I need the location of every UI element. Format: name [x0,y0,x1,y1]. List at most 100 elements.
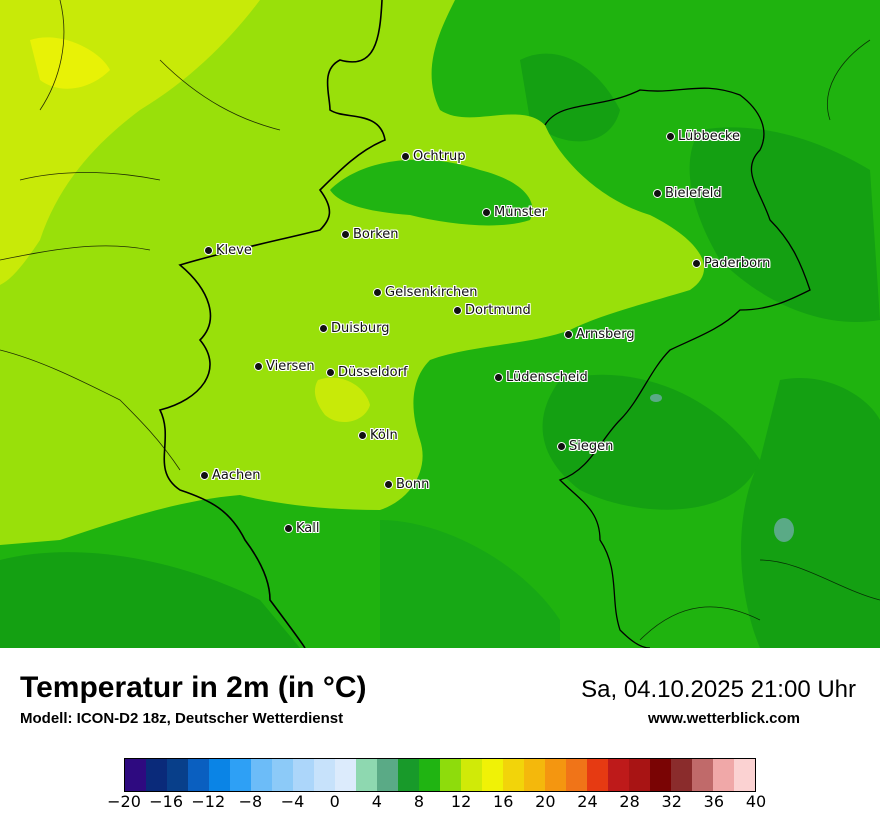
map-canvas [0,0,880,648]
city-dot-icon [254,361,263,371]
legend-swatch [272,759,293,791]
map-patch-deep-green [520,53,620,142]
legend-tick-label: −8 [238,792,263,811]
city-marker-borken[interactable]: Borken [341,224,399,244]
legend-swatch [377,759,398,791]
city-label: Paderborn [704,255,771,271]
legend-tick-labels: −20 −16 −12 −8 −4 0 4 8 12 16 20 24 28 32 36 40 [107,792,766,814]
city-marker-siegen[interactable]: Siegen [557,436,613,456]
city-dot-icon [557,441,566,451]
legend-swatch [713,759,734,791]
city-marker-dortmund[interactable]: Dortmund [453,300,531,320]
legend-tick-label: 0 [329,792,340,811]
legend-swatch [461,759,482,791]
city-label: Kall [296,520,320,536]
city-marker-luebbecke[interactable]: Lübbecke [666,126,740,146]
model-source: Modell: ICON-D2 18z, Deutscher Wetterdie… [20,710,344,727]
city-marker-kleve[interactable]: Kleve [204,240,252,260]
map-patch-green [330,159,533,226]
map-region-light-green [0,0,705,545]
map-patch-deep-green [380,520,560,648]
map-patch-cold [650,394,662,402]
city-dot-icon [284,523,293,533]
map-patch-cold [774,518,794,542]
city-label: Lüdenscheid [506,369,588,385]
legend-swatch [230,759,251,791]
map-patch-yellow-green [314,377,370,423]
city-marker-paderborn[interactable]: Paderborn [692,253,770,273]
legend-swatch [146,759,167,791]
city-marker-muenster[interactable]: Münster [482,202,547,222]
legend-tick-label: −20 [107,792,141,811]
city-marker-luedenscheid[interactable]: Lüdenscheid [494,367,588,387]
city-dot-icon [482,207,491,217]
map-patch-deep-green [741,378,880,648]
legend-color-bar [124,758,756,792]
legend-swatch [692,759,713,791]
map-patch-deep-green [542,374,760,510]
city-marker-kall[interactable]: Kall [284,518,320,538]
city-label: Borken [353,226,399,242]
city-marker-viersen[interactable]: Viersen [254,356,315,376]
city-label: Münster [494,204,547,220]
city-dot-icon [384,479,393,489]
city-dot-icon [373,287,382,297]
city-marker-koeln[interactable]: Köln [358,425,398,445]
legend-swatch [167,759,188,791]
city-label: Ochtrup [413,148,466,164]
city-label: Arnsberg [576,326,635,342]
map-footer: Temperatur in 2m (in °C) Modell: ICON-D2… [0,648,880,830]
legend-tick-label: 32 [661,792,682,811]
city-marker-arnsberg[interactable]: Arnsberg [564,324,635,344]
city-dot-icon [204,245,213,255]
legend-tick-label: −12 [191,792,226,811]
city-dot-icon [326,367,335,377]
website-link[interactable]: www.wetterblick.com [648,710,800,727]
city-dot-icon [666,131,675,141]
city-dot-icon [319,323,328,333]
legend-swatch [524,759,545,791]
temperature-map: Lübbecke Ochtrup Bielefeld Münster Borke… [0,0,880,648]
city-label: Lübbecke [678,128,740,144]
legend-tick-label: 12 [450,792,472,811]
map-patch-deep-green [0,552,300,648]
legend-swatch [608,759,629,791]
legend-swatch [188,759,209,791]
legend-swatch [398,759,419,791]
city-label: Kleve [216,242,252,258]
city-marker-gelsenkirchen[interactable]: Gelsenkirchen [373,282,478,302]
legend-tick-label: 16 [493,792,514,811]
legend-tick-label: 28 [619,792,640,811]
legend-swatch [440,759,461,791]
city-label: Siegen [569,438,614,454]
city-dot-icon [200,470,209,480]
map-patch-deep-green [689,127,880,322]
legend-tick-label: 40 [745,792,767,811]
city-marker-ochtrup[interactable]: Ochtrup [401,146,466,166]
forecast-datetime: Sa, 04.10.2025 21:00 Uhr [581,676,856,703]
color-scale-legend: −20 −16 −12 −8 −4 0 4 8 12 16 20 24 28 32 36 40 [107,758,766,811]
city-dot-icon [401,151,410,161]
city-label: Düsseldorf [338,364,408,380]
legend-tick-label: −4 [280,792,305,811]
legend-swatch [587,759,608,791]
legend-swatch [125,759,146,791]
city-label: Dortmund [465,302,531,318]
city-label: Viersen [266,358,315,374]
legend-tick-label: 36 [703,792,725,811]
city-label: Köln [370,427,398,443]
legend-swatch [335,759,356,791]
city-dot-icon [453,305,462,315]
legend-swatch [419,759,440,791]
city-marker-aachen[interactable]: Aachen [200,465,260,485]
city-marker-duisburg[interactable]: Duisburg [319,318,390,338]
legend-swatch [629,759,650,791]
city-label: Bonn [396,476,430,492]
legend-swatch [314,759,335,791]
legend-swatch [566,759,587,791]
city-marker-bielefeld[interactable]: Bielefeld [653,183,722,203]
legend-swatch [650,759,671,791]
city-dot-icon [564,329,573,339]
city-marker-bonn[interactable]: Bonn [384,474,429,494]
city-marker-duesseldorf[interactable]: Düsseldorf [326,362,408,382]
